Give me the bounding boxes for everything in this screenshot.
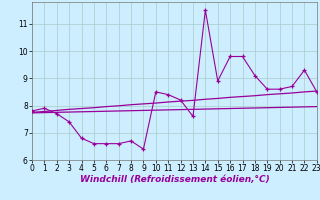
X-axis label: Windchill (Refroidissement éolien,°C): Windchill (Refroidissement éolien,°C) <box>80 175 269 184</box>
